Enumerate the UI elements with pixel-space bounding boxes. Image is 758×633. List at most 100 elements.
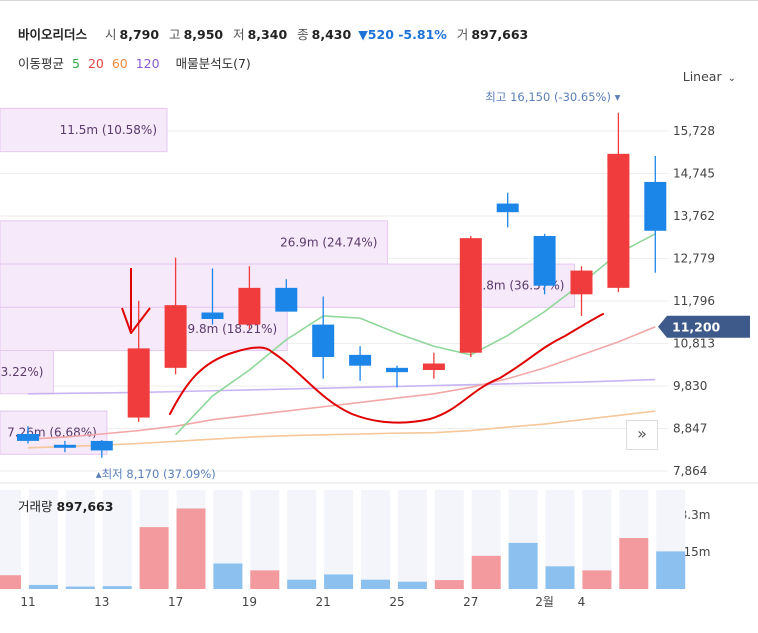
- annotation-curve: [169, 313, 604, 424]
- volume-bar: [287, 579, 317, 589]
- close-value: 8,430: [311, 27, 352, 42]
- candle-down: [644, 181, 667, 231]
- x-tick-label: 27: [463, 595, 478, 609]
- volume-bar: [361, 579, 390, 589]
- x-tick-label: 2월: [535, 595, 554, 609]
- volume-column-bg: [102, 490, 132, 589]
- volume-bar: [102, 586, 132, 589]
- low-marker-label: ▴최저 8,170 (37.09%): [96, 467, 216, 481]
- candle-down: [17, 433, 39, 441]
- candle-up: [570, 270, 593, 295]
- volume-bar: [434, 580, 464, 589]
- ma60-line: [27, 410, 656, 449]
- volume-profile-label: 26.9m (24.74%): [280, 235, 377, 249]
- x-tick-label: 17: [168, 595, 183, 609]
- volume-profile-label: 3.50m (3.22%): [0, 365, 43, 379]
- open-value: 8,790: [119, 27, 160, 42]
- volume-label: 거: [456, 27, 469, 42]
- current-price-label: 11,200: [672, 319, 721, 334]
- candle-down: [275, 287, 298, 312]
- volume-profile-label: 11.5m (10.58%): [60, 123, 157, 137]
- volume-bar: [471, 555, 501, 589]
- volume-title-value: 897,663: [56, 499, 114, 514]
- stock-name: 바이오리더스: [18, 27, 88, 42]
- ma120-line: [27, 378, 656, 395]
- volume-column-bg: [287, 490, 317, 589]
- volume-profile-bar: [0, 107, 168, 153]
- volume-profile-label: 19.8m (18.21%): [180, 322, 277, 336]
- volume-column-bg: [397, 490, 427, 589]
- volume-bar: [65, 586, 95, 589]
- chevron-down-icon: ⌄: [727, 73, 736, 84]
- volume-bar: [508, 542, 538, 589]
- ma-label: 이동평균: [18, 56, 65, 71]
- candle-down: [201, 312, 224, 319]
- volume-column-bg: [361, 490, 390, 589]
- candle-down: [533, 235, 556, 286]
- candle-down: [90, 440, 113, 451]
- scale-select[interactable]: Linear ⌄: [683, 69, 736, 84]
- candle-up: [238, 287, 261, 325]
- volume-column-bg: [65, 490, 95, 589]
- volume-bar: [619, 538, 649, 589]
- volume-bar: [324, 574, 354, 589]
- volume-bar: [582, 570, 612, 589]
- volume-profile-bar: [0, 220, 388, 265]
- volume-column-bg: [28, 490, 58, 589]
- candle-down: [312, 324, 335, 358]
- candle-up: [127, 348, 150, 418]
- ma-20: 20: [87, 56, 104, 71]
- volume-bar: [139, 527, 169, 589]
- volume-profile-label: 매물분석도(7): [175, 56, 251, 71]
- x-tick-label: 25: [389, 595, 404, 609]
- ma-120: 120: [135, 56, 160, 71]
- candle-down: [496, 203, 519, 213]
- volume-title: 거래량 897,663: [18, 496, 113, 515]
- scale-label: Linear: [682, 69, 722, 84]
- volume-value: 897,663: [471, 27, 529, 42]
- ma20-line: [27, 326, 656, 440]
- x-tick-label: 4: [578, 595, 586, 609]
- volume-profile-bar: [0, 350, 54, 395]
- volume-title-label: 거래량: [18, 499, 53, 514]
- y-tick-label: 7,864: [673, 464, 707, 478]
- candle-down: [53, 444, 76, 448]
- volume-bar: [656, 551, 686, 589]
- volume-bar: [397, 581, 427, 589]
- volume-bar: [0, 575, 21, 589]
- volume-column-bg: [0, 490, 21, 589]
- y-tick-label: 9,830: [673, 379, 707, 393]
- volume-bar: [176, 508, 206, 589]
- double-chevron-right-icon: »: [637, 424, 647, 443]
- x-tick-label: 19: [242, 595, 257, 609]
- low-value: 8,340: [247, 27, 288, 42]
- y-tick-label: 8,847: [673, 422, 707, 436]
- volume-bar: [28, 584, 58, 589]
- current-price-badge: [658, 315, 750, 338]
- annotation-arrow-head: [121, 307, 151, 334]
- ma-60: 60: [111, 56, 128, 71]
- volume-column-bg: [434, 490, 464, 589]
- volume-bar: [545, 566, 575, 589]
- price-header: 바이오리더스 시 8,790 고 8,950 저 8,340 종 8,430 ▼520 …: [18, 24, 528, 42]
- change-value: ▼520 -5.81%: [358, 27, 447, 42]
- high-marker-label: 최고 16,150 (-30.65%) ▾: [485, 90, 620, 104]
- high-label: 고: [169, 27, 181, 42]
- candle-down: [349, 354, 372, 366]
- ma-5: 5: [72, 56, 80, 71]
- x-tick-label: 21: [316, 595, 331, 609]
- y-tick-label: 14,745: [673, 167, 715, 181]
- close-label: 종: [297, 27, 309, 42]
- candle-up: [607, 153, 630, 288]
- x-tick-label: 11: [20, 595, 35, 609]
- moving-average-legend[interactable]: 이동평균 5 20 60 120 매물분석도(7): [18, 53, 255, 72]
- y-tick-label: 15,728: [673, 124, 715, 138]
- y-tick-label: 13,762: [673, 209, 715, 223]
- annotation-drawing: [121, 268, 604, 424]
- volume-bar: [213, 563, 243, 589]
- y-tick-label: 12,779: [673, 252, 715, 266]
- expand-button[interactable]: »: [626, 420, 658, 450]
- candle-up: [164, 305, 187, 368]
- open-label: 시: [105, 27, 117, 42]
